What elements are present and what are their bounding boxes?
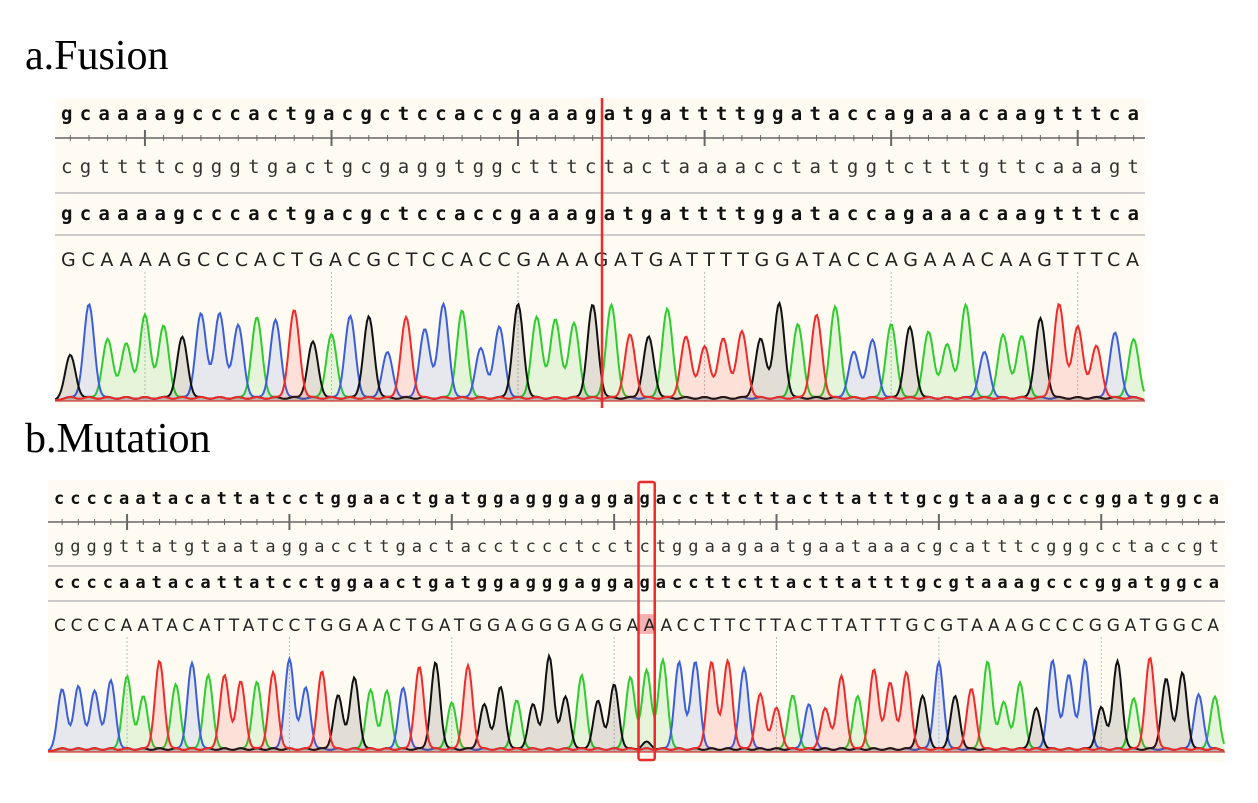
trace-fill-C <box>55 303 1145 401</box>
trace-fill-G <box>48 656 1225 752</box>
trace-fill-G <box>55 303 1145 401</box>
panel-b-title: b.Mutation <box>25 416 211 462</box>
trace-fill-A <box>48 659 1225 752</box>
trace-fill-A <box>55 304 1145 401</box>
panel-a-title: a.Fusion <box>25 33 169 79</box>
mutation-box <box>637 480 656 762</box>
mutation-highlight <box>638 614 655 634</box>
basecall-sequence: GCAAAAGCCCACTGACGCTCCACCGAAAGATGATTTTGGA… <box>61 249 1139 271</box>
trace-fill-T <box>48 658 1225 752</box>
trace-T <box>55 302 1145 401</box>
trace-T <box>48 656 1225 752</box>
fusion-chromatogram: gcaaaagcccactgacgctccaccgaaagatgattttgga… <box>55 98 1145 408</box>
basecall-sequence: CCCCAATACATTATCCTGGAACTGATGGAGGGAGGAAACC… <box>54 616 1219 636</box>
mutation-chromatogram: ccccaatacattatcctggaactgatggagggaggagacc… <box>48 480 1225 762</box>
trace-A <box>48 656 1225 752</box>
